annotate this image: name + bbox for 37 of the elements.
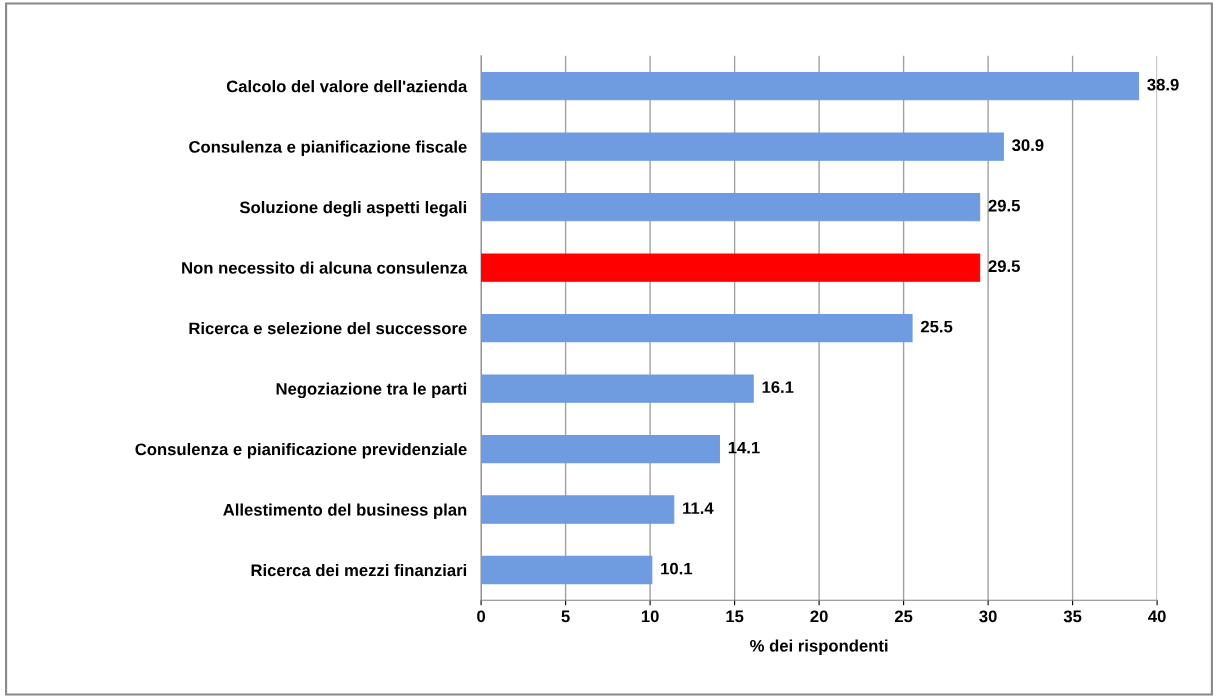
bar [481, 71, 1140, 101]
y-tick-label: Negoziazione tra le parti [276, 382, 467, 399]
y-tick-label: Allestimento del business plan [223, 503, 467, 520]
data-label: 30.9 [1012, 139, 1044, 152]
data-label: 11.4 [683, 502, 714, 514]
bar [481, 434, 720, 464]
data-label: 25.5 [920, 320, 953, 333]
y-tick-label: Consulenza e pianificazione previdenziale [135, 443, 467, 459]
data-label: 38.9 [1147, 78, 1179, 91]
x-tick-label: 40 [1148, 610, 1166, 623]
y-tick-label: Ricerca e selezione del successore [189, 322, 467, 335]
x-tick-label: 25 [894, 610, 913, 623]
bar [481, 192, 981, 222]
data-label: 14.1 [728, 441, 760, 454]
x-tick-label: 15 [726, 610, 744, 623]
x-tick-label: 30 [979, 610, 997, 623]
y-tick-label: Consulenza e pianificazione fiscale [189, 140, 467, 157]
y-tick-label: Soluzione degli aspetti legali [239, 201, 467, 217]
bar [481, 374, 754, 403]
x-axis-title: % dei rispondenti [750, 639, 888, 655]
bar [481, 555, 653, 585]
bar [481, 132, 1004, 161]
x-tick-label: 10 [641, 610, 659, 623]
bar [481, 495, 675, 524]
data-label: 29.5 [988, 260, 1020, 273]
y-tick-label: Calcolo del valore dell'azienda [226, 80, 468, 93]
data-label: 10.1 [661, 562, 693, 575]
x-tick-label: 35 [1063, 610, 1082, 623]
x-tick-label: 5 [561, 610, 570, 623]
bar [481, 313, 913, 343]
y-tick-label: Ricerca dei mezzi finanziari [251, 563, 467, 577]
x-tick-label: 20 [810, 610, 828, 623]
data-label: 16.1 [762, 381, 794, 394]
bar [481, 253, 981, 282]
y-tick-label: Non necessito di alcuna consulenza [182, 261, 468, 274]
data-label: 29.5 [988, 199, 1020, 212]
x-tick-label: 0 [477, 610, 486, 623]
